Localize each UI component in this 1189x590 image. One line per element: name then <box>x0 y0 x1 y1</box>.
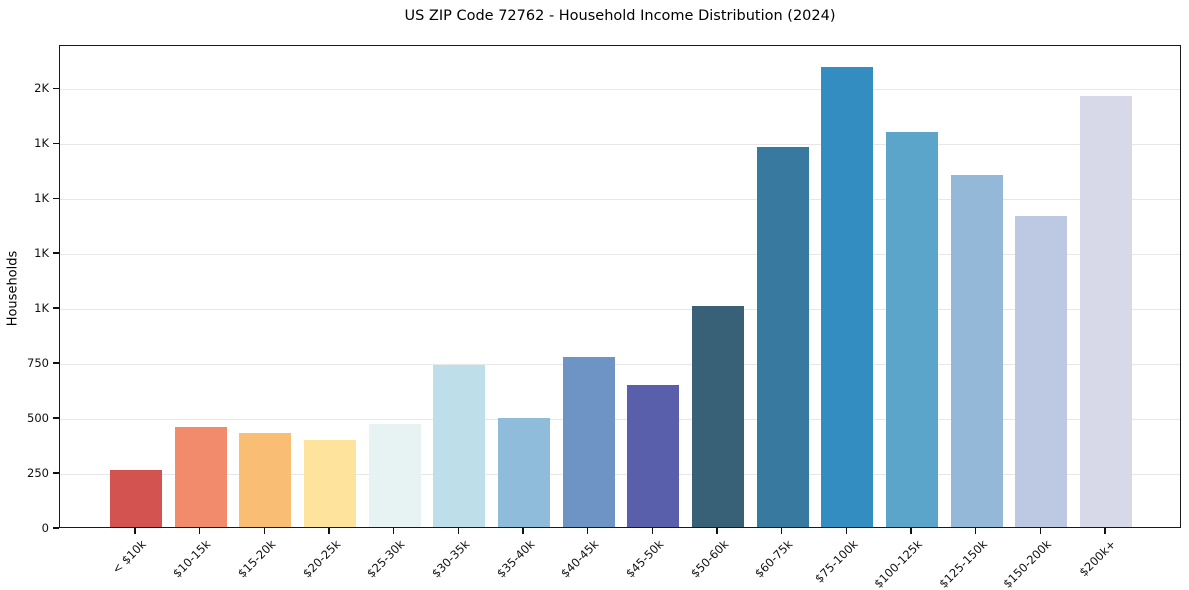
y-tick-label: 0 <box>41 521 49 535</box>
x-tick-mark <box>1104 528 1106 534</box>
plot-area <box>59 45 1181 528</box>
x-tick-label: $45-50k <box>622 537 667 581</box>
bar-10k <box>110 470 162 527</box>
x-tick-label: $100-125k <box>871 537 925 590</box>
x-tick-label: $125-150k <box>935 537 990 590</box>
bar-35-40k <box>498 417 550 527</box>
y-tick-mark <box>53 417 59 419</box>
x-tick-mark <box>392 528 395 534</box>
bar-10-15k <box>174 426 227 527</box>
bar-40-45k <box>562 357 615 527</box>
gridline <box>60 253 1180 255</box>
y-tick-label: 750 <box>27 356 49 371</box>
gridline <box>60 88 1180 90</box>
x-tick-label: $150-200k <box>1000 537 1055 590</box>
y-tick-label: 2K <box>34 81 49 96</box>
bar-75-100k <box>821 67 874 527</box>
x-tick-mark <box>910 528 912 534</box>
x-tick-label: $15-20k <box>234 537 279 581</box>
gridline <box>60 418 1180 420</box>
bar-150-200k <box>1015 215 1068 527</box>
y-tick-label: 1K <box>34 246 49 261</box>
x-tick-label: $40-45k <box>558 537 602 581</box>
gridline <box>60 143 1180 145</box>
y-tick-mark <box>53 362 59 364</box>
bar-25-30k <box>368 424 421 527</box>
y-tick-mark <box>53 87 59 89</box>
x-tick-mark <box>845 528 848 534</box>
y-tick-mark <box>53 142 59 144</box>
gridline <box>60 473 1180 475</box>
x-tick-mark <box>1039 528 1042 534</box>
x-tick-mark <box>974 528 977 534</box>
x-tick-label: $75-100k <box>811 537 861 586</box>
y-axis-label: Households <box>5 250 21 327</box>
y-tick-mark <box>53 527 59 529</box>
gridline <box>60 198 1180 200</box>
bar-125-150k <box>950 174 1003 527</box>
x-tick-label: $20-25k <box>299 537 343 581</box>
x-tick-mark <box>586 528 589 534</box>
x-tick-label: < $10k <box>109 537 149 577</box>
x-tick-label: $10-15k <box>170 537 214 581</box>
bar-60-75k <box>756 147 809 527</box>
y-tick-mark <box>53 307 59 309</box>
y-tick-label: 250 <box>27 466 49 481</box>
x-tick-label: $60-75k <box>752 537 796 581</box>
x-tick-mark <box>198 528 201 534</box>
bar-100-125k <box>886 131 938 527</box>
bar-200k+ <box>1080 96 1132 527</box>
x-tick-mark <box>263 528 266 534</box>
bar-30-35k <box>433 364 486 527</box>
x-tick-label: $35-40k <box>493 537 537 581</box>
y-tick-mark <box>53 472 59 474</box>
x-tick-mark <box>522 528 524 534</box>
x-tick-mark <box>457 528 460 534</box>
y-tick-label: 500 <box>27 411 49 426</box>
y-tick-label: 1K <box>34 136 49 151</box>
gridline <box>60 363 1180 365</box>
y-tick-label: 1K <box>34 301 49 316</box>
y-tick-mark <box>53 252 59 254</box>
bar-50-60k <box>692 306 744 527</box>
x-tick-label: $25-30k <box>364 537 408 581</box>
x-tick-mark <box>328 528 330 534</box>
x-tick-mark <box>134 528 136 534</box>
bar-20-25k <box>304 440 356 527</box>
x-tick-label: $30-35k <box>428 537 473 581</box>
y-tick-label: 1K <box>34 191 49 206</box>
bar-15-20k <box>239 432 292 527</box>
gridline <box>60 308 1180 310</box>
x-tick-mark <box>780 528 783 534</box>
bar-45-50k <box>627 384 680 527</box>
x-tick-label: $50-60k <box>687 537 731 581</box>
x-tick-label: $200k+ <box>1076 537 1119 580</box>
chart-title: US ZIP Code 72762 - Household Income Dis… <box>404 8 836 24</box>
y-tick-mark <box>53 197 59 199</box>
x-tick-mark <box>651 528 654 534</box>
x-tick-mark <box>716 528 718 534</box>
